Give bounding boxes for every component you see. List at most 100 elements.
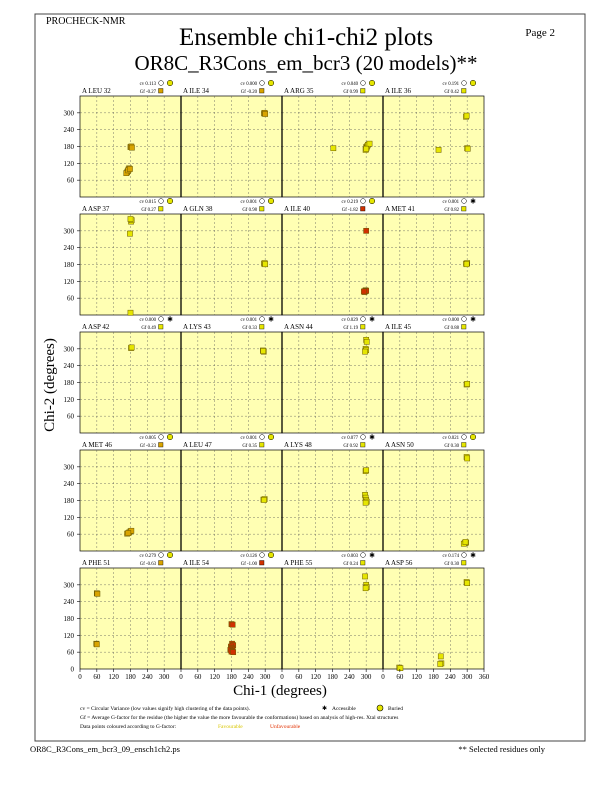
panel-gf: Gf 0.92	[343, 444, 358, 449]
panel-cv: cv 0.001	[240, 436, 257, 441]
accessible-symbol: ✱	[322, 705, 327, 712]
panel-gf: Gf 0.98	[242, 208, 257, 213]
x-tick-label: 300	[462, 673, 473, 681]
x-tick-label: 0	[78, 673, 82, 681]
cv-indicator-icon	[360, 552, 366, 558]
panel-gf: Gf -0.23	[140, 444, 157, 449]
cv-indicator-icon	[259, 552, 265, 558]
panel-gf: Gf -1.82	[342, 208, 359, 213]
x-tick-label: 0	[280, 673, 284, 681]
y-tick-label: 240	[64, 598, 75, 606]
gf-indicator-icon	[360, 88, 366, 94]
panel-gf: Gf 0.33	[242, 326, 257, 331]
buried-icon	[166, 197, 174, 205]
panel-gf: Gf 1.19	[343, 326, 358, 331]
panel-gf: Gf 0.82	[444, 208, 459, 213]
panels-grid: 60 120 180 240 300 A LEU 32 cv 0.113 Gf -0.27 A …	[64, 79, 485, 674]
panel-19: A PHE 55 cv 0.003 Gf 0.24 ✱	[281, 552, 384, 670]
panel-gf: Gf 0.49	[141, 326, 156, 331]
data-point	[129, 144, 135, 151]
buried-icon	[469, 433, 477, 441]
legend-colour-text: Data points coloured according to G-fact…	[80, 723, 177, 730]
x-tick-label: 240	[344, 673, 355, 681]
panel-cv: cv 0.000	[139, 318, 156, 323]
x-tick-label: 240	[445, 673, 456, 681]
data-point	[366, 140, 373, 147]
gf-indicator-icon	[360, 442, 366, 448]
data-point	[260, 348, 267, 354]
cv-indicator-icon	[461, 434, 467, 440]
x-tick-label: 360	[479, 673, 490, 681]
buried-icon	[368, 79, 376, 87]
panel-residue-label: A LEU 32	[82, 87, 111, 95]
data-point	[435, 147, 442, 153]
panel-10: A LYS 43 cv 0.001 Gf 0.33 ✱	[180, 316, 283, 434]
buried-icon	[267, 551, 275, 559]
panel-residue-label: A ASN 44	[284, 323, 313, 331]
panel-gf: Gf 0.35	[242, 444, 257, 449]
cv-indicator-icon	[360, 434, 366, 440]
gf-indicator-icon	[158, 324, 164, 330]
panel-residue-label: A ASP 42	[82, 323, 110, 331]
data-point	[127, 166, 133, 172]
panel-residue-label: A LYS 48	[284, 441, 312, 449]
x-tick-label: 120	[411, 673, 422, 681]
data-point	[397, 665, 404, 672]
y-tick-label: 0	[71, 666, 75, 674]
x-tick-label: 0	[179, 673, 183, 681]
panel-16: A ASN 50 cv 0.021 Gf 0.30	[382, 433, 485, 552]
legend-favourable: Favourable	[218, 724, 243, 730]
y-tick-label: 180	[64, 497, 75, 505]
panel-residue-label: A GLN 38	[183, 205, 213, 213]
panel-cv: cv 0.113	[140, 82, 157, 87]
cv-indicator-icon	[461, 316, 467, 322]
panel-residue-label: A ILE 36	[385, 87, 412, 95]
x-tick-label: 0	[381, 673, 385, 681]
x-tick-label: 240	[142, 673, 153, 681]
gf-indicator-icon	[158, 442, 164, 448]
data-point	[462, 539, 469, 545]
panel-cv: cv 0.279	[139, 554, 156, 559]
accessible-icon: ✱	[470, 198, 476, 206]
panel-residue-label: A ASP 37	[82, 205, 110, 213]
y-tick-label: 120	[64, 278, 75, 286]
panel-cv: cv 0.040	[341, 82, 358, 87]
gf-indicator-icon	[360, 324, 366, 330]
legend-cv-text: cv = Circular Variance (low values signi…	[80, 705, 251, 712]
x-tick-label: 120	[108, 673, 119, 681]
data-point	[330, 145, 337, 152]
gf-indicator-icon	[360, 206, 366, 212]
x-tick-label: 120	[310, 673, 321, 681]
gf-indicator-icon	[461, 88, 467, 94]
panel-17: 60 120 180 240 300 0 A PHE 51 cv 0.279 Gf -0.63	[64, 551, 182, 674]
panel-gf: Gf -0.63	[140, 562, 157, 567]
y-tick-label: 180	[64, 143, 75, 151]
x-tick-label: 300	[361, 673, 372, 681]
y-tick-label: 240	[64, 126, 75, 134]
accessible-icon: ✱	[268, 316, 274, 324]
panel-18: A ILE 54 cv 0.126 Gf -1.00	[180, 551, 283, 670]
panel-residue-label: A PHE 51	[82, 559, 111, 567]
panel-gf: Gf 0.30	[444, 562, 459, 567]
panel-cv: cv 0.001	[240, 200, 257, 205]
legend-accessible: Accessible	[332, 706, 356, 712]
y-tick-label: 120	[64, 632, 75, 640]
data-point	[127, 216, 134, 222]
cv-indicator-icon	[461, 198, 467, 204]
buried-icon	[267, 197, 275, 205]
buried-icon	[166, 551, 174, 559]
buried-icon	[469, 79, 477, 87]
y-tick-label: 120	[64, 160, 75, 168]
legend-unfavourable: Unfavourable	[270, 723, 301, 730]
panel-cv: cv 0.001	[442, 200, 459, 205]
panel-residue-label: A MET 41	[385, 205, 415, 213]
panel-gf: Gf -0.20	[241, 90, 258, 95]
panel-cv: cv 0.126	[240, 554, 257, 559]
x-tick-label: 180	[327, 673, 338, 681]
gf-indicator-icon	[360, 560, 366, 566]
y-tick-label: 60	[67, 531, 75, 539]
data-point	[464, 381, 471, 387]
x-tick-label: 120	[209, 673, 220, 681]
data-point	[125, 530, 132, 536]
